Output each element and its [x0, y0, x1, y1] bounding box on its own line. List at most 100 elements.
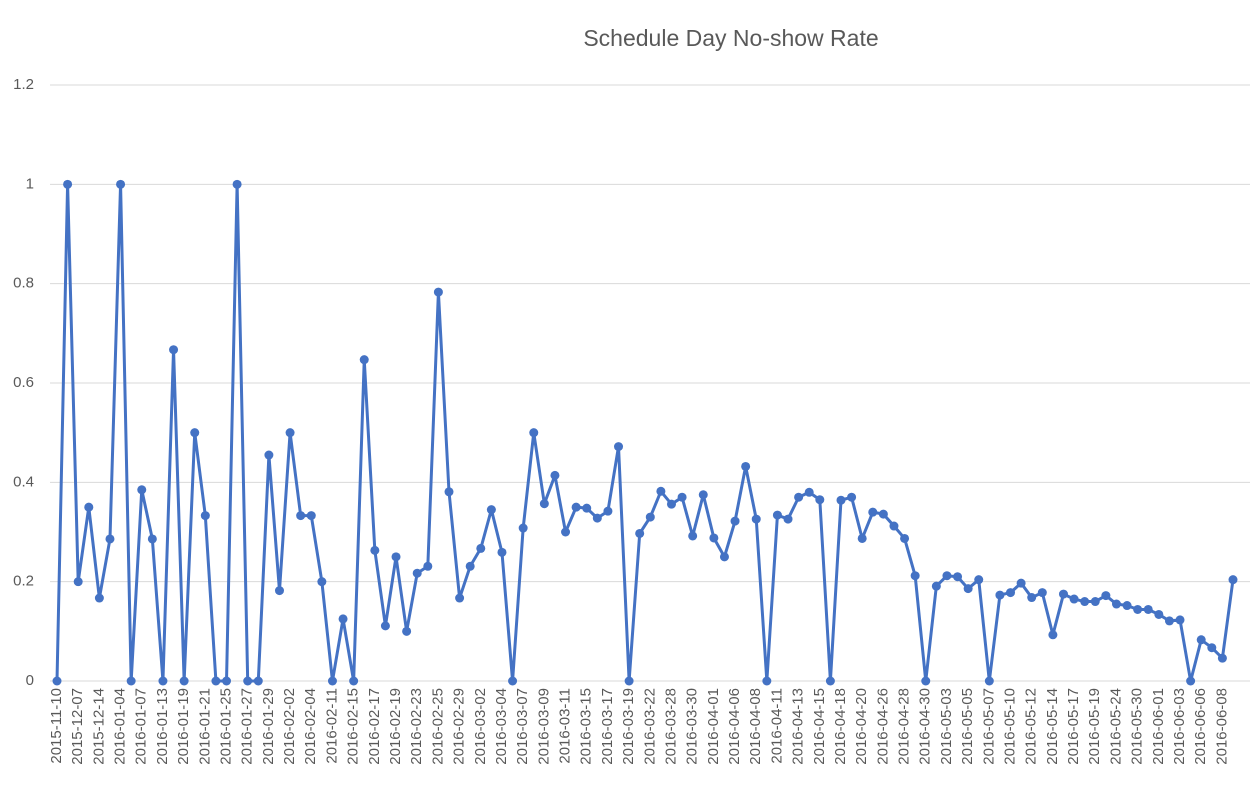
data-point	[137, 485, 147, 495]
x-tick-label: 2016-05-10	[1001, 688, 1018, 765]
x-tick-label: 2016-03-30	[684, 688, 701, 765]
data-point	[868, 507, 878, 517]
x-tick-label: 2016-03-11	[557, 688, 574, 764]
x-tick-label: 2016-01-21	[196, 688, 213, 765]
data-point	[762, 676, 772, 686]
data-point	[550, 470, 560, 480]
data-point	[1069, 594, 1079, 604]
data-point	[465, 561, 475, 571]
data-point	[910, 571, 920, 581]
data-point	[253, 676, 263, 686]
x-tick-label: 2016-04-15	[811, 688, 828, 765]
y-tick-label: 1	[26, 175, 34, 192]
data-point	[338, 614, 348, 624]
data-point	[444, 487, 454, 497]
data-point	[94, 593, 104, 603]
x-tick-label: 2016-05-17	[1065, 688, 1082, 765]
x-tick-label: 2016-06-01	[1150, 688, 1167, 765]
data-point	[1027, 593, 1037, 603]
x-tick-label: 2016-06-06	[1192, 688, 1209, 765]
x-tick-label: 2016-05-14	[1044, 688, 1061, 765]
data-point	[285, 428, 295, 438]
x-tick-label: 2016-02-29	[451, 688, 468, 765]
y-tick-label: 0.8	[13, 275, 34, 292]
data-point	[317, 577, 327, 587]
data-point	[508, 676, 518, 686]
data-point	[232, 179, 242, 189]
data-point	[1133, 604, 1143, 614]
data-point	[1006, 588, 1016, 598]
data-point	[953, 572, 963, 582]
x-tick-label: 2015-11-10	[48, 688, 65, 764]
x-tick-label: 2016-01-07	[133, 688, 150, 765]
data-point	[921, 676, 931, 686]
x-tick-label: 2015-12-14	[90, 688, 107, 765]
x-tick-label: 2016-03-19	[620, 688, 637, 765]
data-point	[1122, 601, 1132, 611]
x-tick-label: 2016-01-13	[154, 688, 171, 765]
data-point	[391, 552, 401, 562]
data-point	[349, 676, 359, 686]
x-tick-label: 2016-02-02	[281, 688, 298, 765]
x-tick-label: 2016-03-28	[662, 688, 679, 765]
data-point	[423, 561, 433, 571]
data-point	[666, 499, 676, 509]
data-point	[73, 577, 83, 587]
data-point	[52, 676, 62, 686]
x-tick-label: 2016-05-03	[938, 688, 955, 765]
data-point	[698, 490, 708, 500]
data-point	[815, 495, 825, 505]
data-point	[900, 533, 910, 543]
data-point	[158, 676, 168, 686]
x-tick-label: 2016-04-18	[832, 688, 849, 765]
data-point	[84, 502, 94, 512]
x-tick-label: 2016-04-13	[790, 688, 807, 765]
y-tick-label: 0.6	[13, 374, 34, 391]
x-tick-label: 2016-01-27	[239, 688, 256, 765]
data-point	[169, 345, 179, 355]
data-point	[1228, 575, 1238, 585]
data-point	[359, 355, 369, 365]
x-tick-label: 2016-03-15	[578, 688, 595, 765]
data-point	[529, 428, 539, 438]
data-point	[296, 511, 306, 521]
data-point	[783, 514, 793, 524]
data-point	[1196, 635, 1206, 645]
data-point	[942, 571, 952, 581]
y-tick-label: 0.4	[13, 473, 34, 490]
data-point	[794, 492, 804, 502]
data-point	[1164, 616, 1174, 626]
x-tick-label: 2016-05-30	[1129, 688, 1146, 765]
data-point	[751, 514, 761, 524]
data-point	[455, 593, 465, 603]
data-point	[878, 509, 888, 519]
data-point	[243, 676, 253, 686]
x-tick-label: 2016-05-05	[959, 688, 976, 765]
data-point	[327, 676, 337, 686]
data-point	[105, 534, 115, 544]
data-point	[677, 492, 687, 502]
data-point	[561, 527, 571, 537]
data-point	[1207, 643, 1217, 653]
x-tick-label: 2016-02-04	[302, 688, 319, 765]
data-point	[624, 676, 634, 686]
data-point	[380, 621, 390, 631]
data-point	[1090, 597, 1100, 607]
data-point	[614, 442, 624, 452]
data-point	[719, 552, 729, 562]
data-point	[582, 503, 592, 513]
x-tick-label: 2016-03-17	[599, 688, 616, 765]
data-point	[1058, 589, 1068, 599]
data-point	[200, 511, 210, 521]
data-point	[857, 533, 867, 543]
data-point	[1016, 578, 1026, 588]
x-tick-label: 2016-03-02	[472, 688, 489, 765]
data-point	[497, 547, 507, 557]
data-point	[476, 543, 486, 553]
x-tick-label: 2016-02-19	[387, 688, 404, 765]
data-line	[55, 182, 1235, 683]
data-point	[931, 581, 941, 591]
x-tick-label: 2016-04-08	[747, 688, 764, 765]
data-point	[518, 523, 528, 533]
